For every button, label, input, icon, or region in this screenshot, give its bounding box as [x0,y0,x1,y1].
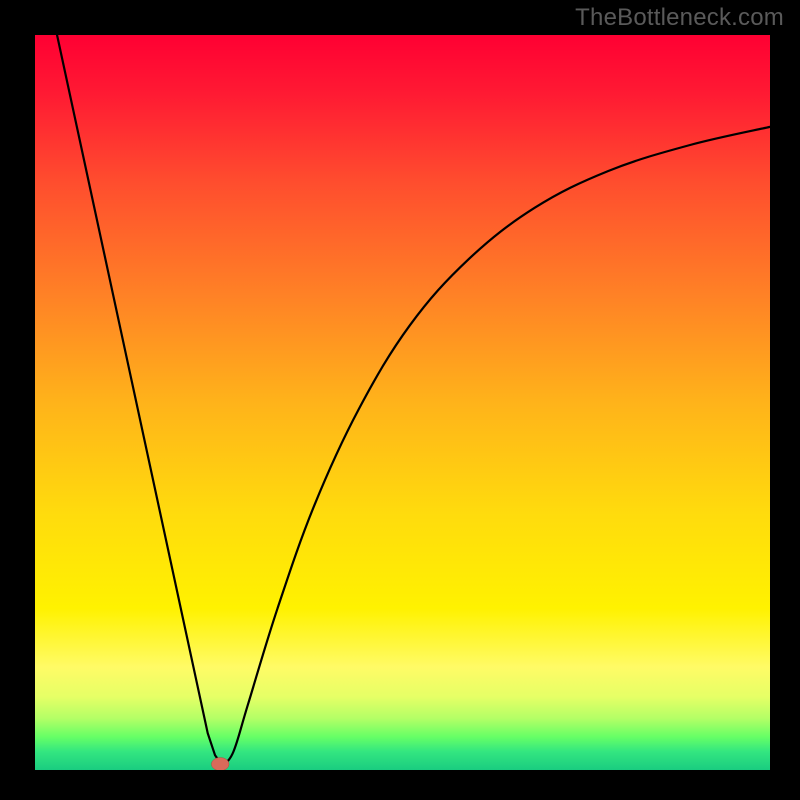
watermark-text: TheBottleneck.com [575,4,784,32]
gradient-background [35,35,770,770]
optimum-marker [211,758,229,770]
chart-frame: TheBottleneck.com [0,0,800,800]
chart-svg [35,35,770,770]
plot-area [35,35,770,770]
